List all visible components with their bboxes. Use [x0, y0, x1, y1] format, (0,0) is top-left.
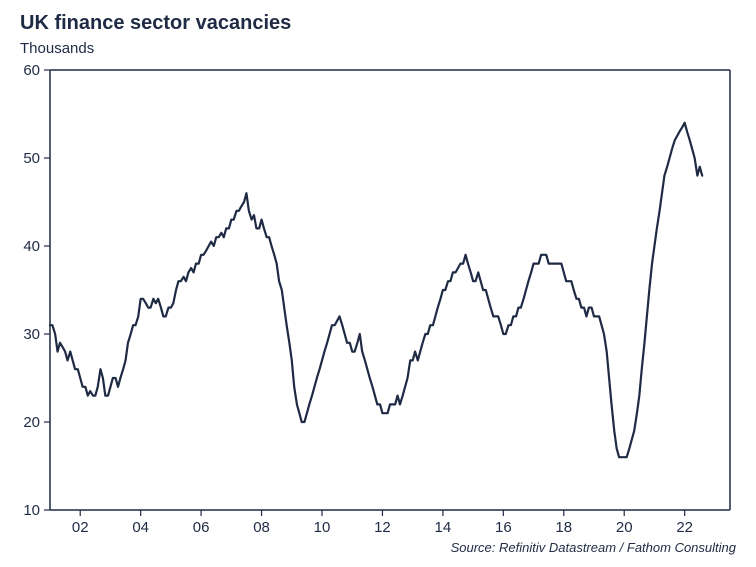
chart-title: UK finance sector vacancies: [20, 12, 291, 35]
x-tick-label: 04: [132, 519, 149, 536]
y-tick-label: 30: [23, 326, 40, 343]
x-tick-label: 06: [193, 519, 210, 536]
x-tick-label: 20: [616, 519, 633, 536]
x-tick-label: 18: [555, 519, 572, 536]
y-tick-label: 20: [23, 414, 40, 431]
x-tick-label: 14: [435, 519, 452, 536]
y-tick-label: 50: [23, 150, 40, 167]
x-tick-label: 10: [314, 519, 331, 536]
chart-svg: 10 20 30 40 50 60 02 04 06 08 10 12 14 16 18 20 22: [0, 0, 756, 567]
chart-source: Source: Refinitiv Datastream / Fathom Co…: [451, 540, 736, 555]
x-tick-label: 22: [676, 519, 693, 536]
y-tick-label: 10: [23, 502, 40, 519]
chart-subtitle: Thousands: [20, 40, 94, 57]
x-tick-label: 08: [253, 519, 270, 536]
x-tick-label: 16: [495, 519, 512, 536]
x-tick-label: 02: [72, 519, 89, 536]
series-line: [50, 123, 702, 457]
x-tick-label: 12: [374, 519, 391, 536]
chart-container: UK finance sector vacancies Thousands 10…: [0, 0, 756, 567]
y-tick-label: 40: [23, 238, 40, 255]
y-tick-label: 60: [23, 62, 40, 79]
